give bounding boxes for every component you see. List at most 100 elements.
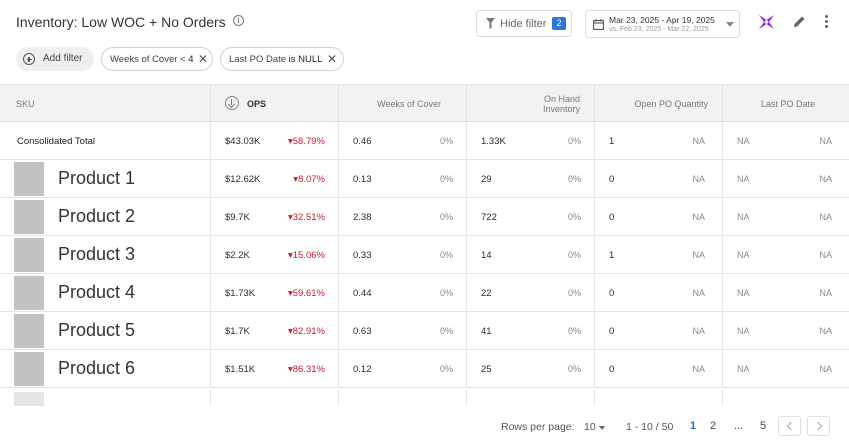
product-thumbnail (14, 392, 44, 406)
plus-circle-icon (23, 53, 35, 65)
close-icon[interactable]: ✕ (327, 52, 338, 66)
openpo-extra: NA (692, 250, 705, 260)
page-1-button[interactable]: 1 (690, 420, 697, 432)
ops-value: $1.73K (225, 288, 256, 299)
date-compare-text: vs. Feb 23, 2025 - Mar 22, 2025 (609, 26, 709, 33)
table-row[interactable]: Product 6 $1.51K ▾86.31% 0.12 0% 25 0% 0… (0, 350, 849, 388)
product-name[interactable]: Product 6 (58, 358, 136, 378)
product-thumbnail (14, 200, 44, 234)
calendar-icon (593, 19, 604, 30)
woc-value: 0.44 (353, 288, 372, 299)
table-row[interactable]: Product 1 $12.62K ▾8.07% 0.13 0% 29 0% 0… (0, 160, 849, 198)
column-header-weeks-of-cover[interactable]: Weeks of Cover (339, 85, 467, 123)
woc-value: 2.38 (353, 212, 372, 223)
lastpo-extra: NA (819, 288, 832, 298)
ops-value: $12.62K (225, 174, 261, 185)
product-name[interactable]: Product 3 (58, 244, 136, 264)
info-icon[interactable]: i (233, 15, 244, 26)
product-name[interactable]: Product 2 (58, 206, 136, 226)
product-thumbnail (14, 314, 44, 348)
woc-value: 0.13 (353, 174, 372, 185)
onhand-value: 722 (481, 212, 497, 223)
lastpo-value: NA (737, 136, 750, 146)
page-title: Inventory: Low WOC + No Orders (16, 14, 226, 30)
woc-change: 0% (439, 136, 453, 146)
ops-value: $43.03K (225, 136, 261, 147)
ops-change: ▾82.91% (287, 326, 325, 337)
hide-filter-label: Hide filter (500, 18, 547, 30)
onhand-change: 0% (567, 250, 581, 260)
close-icon[interactable]: ✕ (198, 52, 209, 66)
filter-chip-woc[interactable]: Weeks of Cover < 4 ✕ (101, 47, 213, 71)
previous-page-button[interactable] (778, 416, 801, 436)
onhand-value: 1.33K (481, 136, 506, 147)
pagination: Rows per page: 10 1 - 10 / 50 1 2 ... 5 (0, 412, 849, 441)
lastpo-value: NA (737, 212, 750, 222)
onhand-value: 41 (481, 326, 492, 337)
next-page-button[interactable] (807, 416, 830, 436)
onhand-value: 29 (481, 174, 492, 185)
more-vertical-icon[interactable] (820, 14, 832, 30)
filter-chip-last-po[interactable]: Last PO Date is NULL ✕ (220, 47, 344, 71)
product-thumbnail (14, 276, 44, 310)
column-header-last-po-date[interactable]: Last PO Date (760, 99, 815, 109)
lastpo-value: NA (737, 250, 750, 260)
add-filter-label: Add filter (43, 53, 83, 64)
openpo-extra: NA (692, 288, 705, 298)
ops-change: ▾59.61% (287, 288, 325, 299)
ops-change: ▾8.07% (293, 174, 325, 185)
ops-value: $2.2K (225, 250, 250, 261)
onhand-change: 0% (567, 326, 581, 336)
woc-change: 0% (439, 326, 453, 336)
lastpo-extra: NA (819, 364, 832, 374)
openpo-extra: NA (692, 364, 705, 374)
rows-per-page-select[interactable]: 10 (584, 421, 596, 433)
pencil-icon[interactable] (793, 15, 806, 28)
lastpo-extra: NA (819, 174, 832, 184)
onhand-value: 14 (481, 250, 492, 261)
openpo-extra: NA (692, 326, 705, 336)
product-name[interactable]: Product 1 (58, 168, 136, 188)
filter-chip-label: Weeks of Cover < (110, 54, 186, 65)
onhand-change: 0% (567, 364, 581, 374)
woc-value: 0.33 (353, 250, 372, 261)
lastpo-extra: NA (819, 136, 832, 146)
column-header-sku[interactable]: SKU (0, 85, 211, 123)
hide-filter-button[interactable]: Hide filter 2 (476, 10, 572, 37)
product-thumbnail (14, 162, 44, 196)
column-header-ops[interactable]: OPS (211, 85, 339, 123)
openpo-value: 1 (609, 136, 615, 147)
table-row[interactable]: Product 5 $1.7K ▾82.91% 0.63 0% 41 0% 0 … (0, 312, 849, 350)
product-name[interactable]: Product 4 (58, 282, 136, 302)
ops-change: ▾86.31% (287, 364, 325, 375)
onhand-change: 0% (567, 174, 581, 184)
brand-logo-icon[interactable] (758, 14, 775, 30)
table-row[interactable]: Product 4 $1.73K ▾59.61% 0.44 0% 22 0% 0… (0, 274, 849, 312)
table-row[interactable]: Product 2 $9.7K ▾32.51% 2.38 0% 722 0% 0… (0, 198, 849, 236)
lastpo-value: NA (737, 174, 750, 184)
total-row: Consolidated Total $43.03K ▾58.79% 0.46 … (0, 122, 849, 160)
column-header-on-hand-inventory[interactable]: On Hand Inventory (467, 85, 595, 123)
page-ellipsis: ... (734, 420, 744, 432)
ops-value: $9.7K (225, 212, 250, 223)
sort-descending-icon[interactable] (225, 96, 239, 110)
add-filter-button[interactable]: Add filter (16, 47, 94, 71)
woc-value: 0.63 (353, 326, 372, 337)
page-2-button[interactable]: 2 (710, 420, 717, 432)
openpo-value: 0 (609, 212, 615, 223)
openpo-value: 0 (609, 364, 615, 375)
filter-chip-value: is NULL (288, 54, 323, 65)
lastpo-value: NA (737, 364, 750, 374)
column-header-open-po-quantity[interactable]: Open PO Quantity (595, 85, 723, 123)
date-range-picker[interactable]: Mar 23, 2025 - Apr 19, 2025 vs. Feb 23, … (585, 10, 740, 38)
onhand-change: 0% (567, 212, 581, 222)
openpo-extra: NA (692, 174, 705, 184)
chevron-down-icon[interactable] (599, 426, 605, 430)
woc-change: 0% (439, 250, 453, 260)
table-row[interactable]: Product 3 $2.2K ▾15.06% 0.33 0% 14 0% 1 … (0, 236, 849, 274)
openpo-value: 1 (609, 250, 615, 261)
product-name[interactable]: Product 5 (58, 320, 136, 340)
page-5-button[interactable]: 5 (760, 420, 767, 432)
openpo-value: 0 (609, 288, 615, 299)
ops-change: ▾15.06% (287, 250, 325, 261)
